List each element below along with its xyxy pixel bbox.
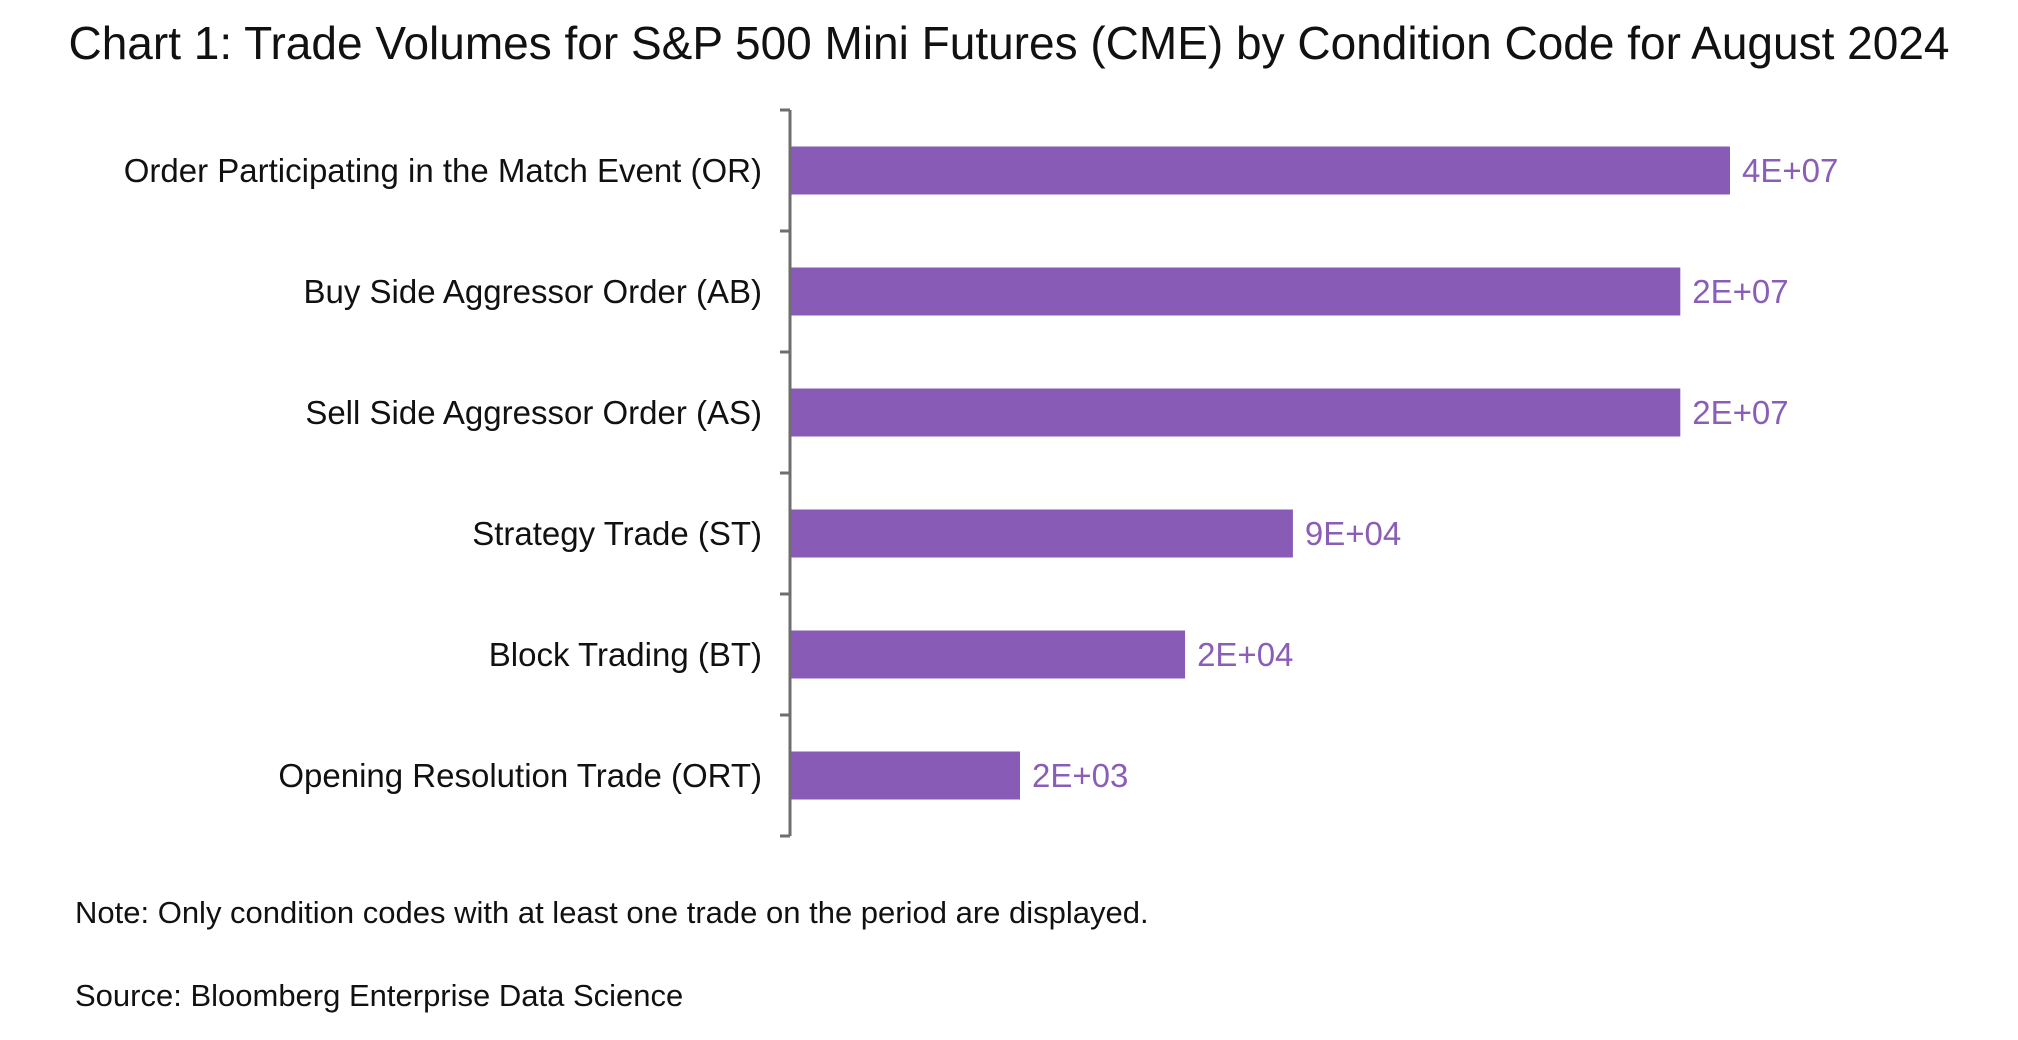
note-text: Note: Only condition codes with at least… [75,895,1149,930]
category-label-3: Strategy Trade (ST) [472,515,762,552]
bar-5 [790,751,1020,800]
data-label-2: 2E+07 [1692,394,1788,431]
data-label-0: 4E+07 [1742,152,1838,189]
bar-1 [790,267,1681,316]
bar-chart: Order Participating in the Match Event (… [124,108,1839,838]
bar-0 [790,146,1730,195]
bars-layer [790,146,1730,800]
bar-3 [790,509,1293,558]
data-label-1: 2E+07 [1692,273,1788,310]
bar-2 [790,388,1681,437]
source-text: Source: Bloomberg Enterprise Data Scienc… [75,978,684,1013]
data-label-5: 2E+03 [1032,757,1128,794]
category-label-2: Sell Side Aggressor Order (AS) [305,394,762,431]
data-label-4: 2E+04 [1197,636,1293,673]
chart-title: Chart 1: Trade Volumes for S&P 500 Mini … [68,17,1950,69]
category-label-0: Order Participating in the Match Event (… [124,152,762,189]
category-label-5: Opening Resolution Trade (ORT) [278,757,762,794]
category-label-4: Block Trading (BT) [489,636,762,673]
data-label-3: 9E+04 [1305,515,1401,552]
labels-layer: Order Participating in the Match Event (… [124,152,1839,794]
category-label-1: Buy Side Aggressor Order (AB) [303,273,762,310]
y-axis [780,108,792,838]
bar-4 [790,630,1186,679]
